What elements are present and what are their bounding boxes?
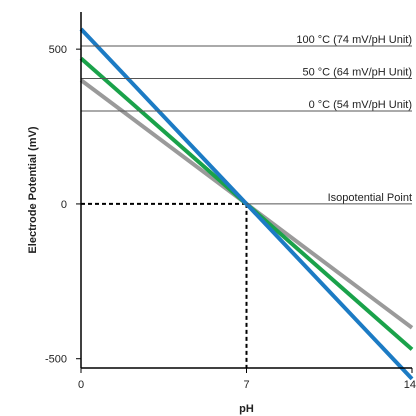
x-tick-label: 0 <box>78 379 84 391</box>
annotation-isopotential-point: Isopotential Point <box>328 192 412 204</box>
x-axis-title: pH <box>239 403 254 415</box>
y-axis-title: Electrode Potential (mV) <box>27 126 39 253</box>
x-tick-label: 14 <box>404 379 416 391</box>
annotation-100c: 100 °C (74 mV/pH Unit) <box>296 34 412 46</box>
y-tick-label: 0 <box>61 199 67 211</box>
x-tick-label: 7 <box>243 379 249 391</box>
y-tick-label: -500 <box>45 354 67 366</box>
y-tick-label: 500 <box>49 44 67 56</box>
annotation-0c: 0 °C (54 mV/pH Unit) <box>309 99 412 111</box>
annotation-50c: 50 °C (64 mV/pH Unit) <box>302 66 412 78</box>
